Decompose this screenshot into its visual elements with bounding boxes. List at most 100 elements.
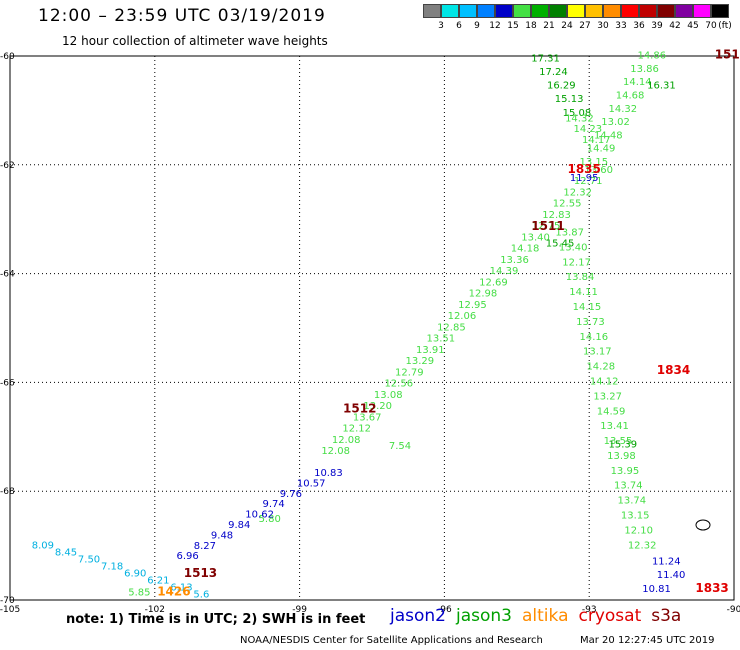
wave-height-value: 14.48	[594, 130, 623, 141]
lon-tick-label: -93	[582, 605, 597, 615]
wave-height-value: 8.09	[32, 540, 54, 551]
wave-height-value: 14.15	[573, 302, 602, 313]
wave-height-value: 14.28	[586, 362, 615, 373]
wave-height-value: 11.40	[657, 570, 686, 581]
legend-swatch	[441, 4, 459, 18]
wave-height-value: 7.54	[389, 441, 411, 452]
legend-tick-label: 45	[687, 21, 699, 31]
wave-height-value: 13.29	[405, 356, 434, 367]
legend-swatch	[585, 4, 603, 18]
legend-tick-label: 70	[705, 21, 717, 31]
wave-height-value: 13.73	[576, 317, 605, 328]
wave-height-value: 13.20	[363, 401, 392, 412]
legend-tick-label: 24	[561, 21, 573, 31]
legend-swatch	[477, 4, 495, 18]
wave-height-value: 13.74	[617, 496, 646, 507]
wave-height-value: 12.71	[574, 176, 603, 187]
legend-swatch	[711, 4, 729, 18]
wave-height-value: 12.83	[542, 210, 571, 221]
wave-height-value: 15.39	[609, 440, 638, 451]
pass-time-label: 1835	[567, 162, 600, 176]
graticule	[10, 56, 734, 600]
legend-tick-label: 21	[543, 21, 555, 31]
satellite-legend: jason2 jason3 altika cryosat s3a	[390, 606, 691, 626]
lat-tick-label: -68	[0, 487, 15, 497]
wave-height-value: 13.40	[559, 242, 588, 253]
legend-swatch	[495, 4, 513, 18]
lat-tick-label: -62	[0, 161, 15, 171]
pass-time-label: 1513	[184, 566, 217, 580]
pass-time-label: 1833	[695, 581, 728, 595]
wave-height-value: 17.31	[531, 53, 560, 64]
island-outline	[695, 519, 711, 531]
wave-height-value: 14.18	[511, 244, 540, 255]
legend-swatch	[675, 4, 693, 18]
pass-time-label: 1512	[343, 401, 376, 415]
pass-time-label: 1510	[715, 48, 740, 62]
legend-swatch	[693, 4, 711, 18]
wave-height-value: 13.67	[353, 412, 382, 423]
wave-height-value: 13.87	[555, 228, 584, 239]
wave-height-value: 14.32	[565, 113, 594, 124]
wave-height-value: 15.13	[555, 94, 584, 105]
wave-height-value: 17.24	[539, 67, 568, 78]
wave-height-value: 16.29	[547, 81, 576, 92]
lat-tick-label: -64	[0, 270, 15, 280]
wave-height-value: 13.91	[416, 345, 445, 356]
wave-height-value: 12.75	[532, 221, 561, 232]
lon-tick-label: -90	[727, 605, 740, 615]
wave-height-value: 11.24	[652, 557, 681, 568]
wave-height-value: 13.51	[427, 334, 456, 345]
wave-height-value: 13.15	[621, 511, 650, 522]
satellite-jason3-label: jason3	[456, 606, 512, 626]
wave-height-value: 9.76	[280, 489, 302, 500]
wave-height-value: 14.11	[569, 287, 598, 298]
lon-tick-label: -105	[0, 605, 20, 615]
legend-tick-label: 36	[633, 21, 645, 31]
legend-tick-label: 6	[456, 21, 462, 31]
legend-tick-label: 12	[489, 21, 501, 31]
wave-height-value: 16.31	[647, 81, 676, 92]
lat-tick-label: -60	[0, 52, 15, 62]
wave-height-value: 14.86	[637, 51, 666, 62]
legend-swatch	[549, 4, 567, 18]
pass-time-label: 1511	[531, 219, 564, 233]
wave-height-value: 12.55	[553, 199, 582, 210]
wave-height-value: 11.95	[570, 173, 599, 184]
axis-labels: -105 -102 -99 -96 -93 -90 -60 -62 -64 -66 -68 -70	[0, 52, 740, 615]
legend-swatch	[657, 4, 675, 18]
lon-tick-label: -96	[437, 605, 452, 615]
wave-height-value: 15.08	[563, 108, 592, 119]
legend-swatch	[603, 4, 621, 18]
credit-line: NOAA/NESDIS Center for Satellite Applica…	[240, 635, 543, 646]
wave-height-value: 10.83	[314, 468, 343, 479]
wave-height-value: 12.08	[332, 435, 361, 446]
wave-height-value: 5.6	[193, 589, 209, 600]
wave-height-value: 12.69	[479, 277, 508, 288]
wave-height-value: 9.48	[211, 530, 233, 541]
wave-height-value: 12.32	[628, 540, 657, 551]
wave-height-value: 6.21	[147, 575, 169, 586]
wave-height-value: 12.17	[562, 257, 591, 268]
wave-height-value: 9.74	[262, 499, 284, 510]
legend-tick-label: 27	[579, 21, 591, 31]
wave-height-value: 13.55	[604, 436, 633, 447]
wave-height-value: 14.14	[623, 77, 652, 88]
legend-swatch	[621, 4, 639, 18]
wave-height-value: 14.39	[490, 266, 519, 277]
legend-swatch	[567, 4, 585, 18]
wave-height-value: 14.49	[587, 144, 616, 155]
legend-tick-label: 30	[597, 21, 609, 31]
wave-height-value: 13.95	[611, 466, 640, 477]
wave-height-value: 8.45	[55, 547, 77, 558]
wave-height-value: 13.98	[607, 451, 636, 462]
legend-swatch	[423, 4, 441, 18]
wave-height-value: 7.50	[78, 554, 100, 565]
satellite-jason2-label: jason2	[390, 606, 446, 626]
wave-height-value: 15.45	[546, 238, 575, 249]
wave-height-value: 14.59	[597, 406, 626, 417]
wave-height-value: 8.27	[194, 541, 216, 552]
legend-tick-label: 18	[525, 21, 537, 31]
legend-tick-label: 33	[615, 21, 627, 31]
wave-height-value: 12.98	[469, 289, 498, 300]
